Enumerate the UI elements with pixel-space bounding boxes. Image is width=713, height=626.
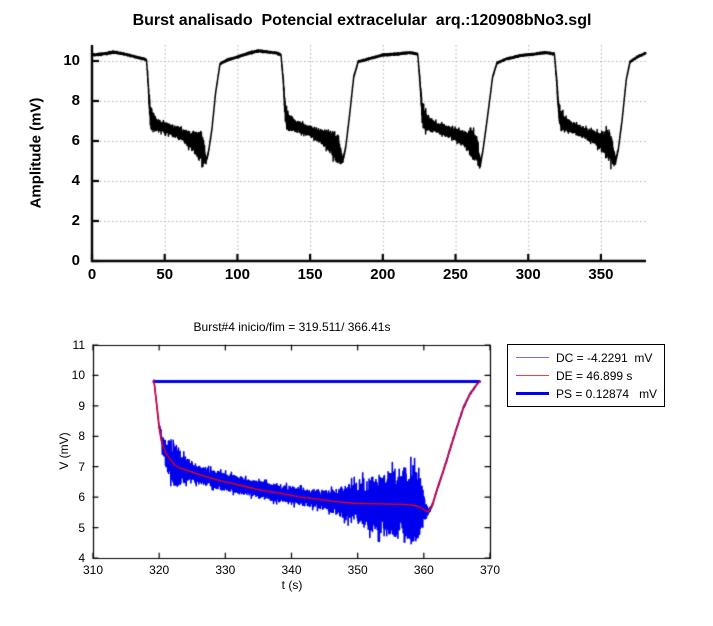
top-chart-title: Burst analisado Potencial extracelular a… bbox=[132, 12, 592, 29]
legend-line-sample-ps bbox=[516, 392, 549, 395]
bottom-chart-title: Burst#4 inicio/fim = 319.511/ 366.41s bbox=[193, 320, 391, 334]
legend-label-ps: PS = 0.12874 mV bbox=[556, 386, 658, 401]
bottom-chart-ylabel: V (mV) bbox=[57, 432, 71, 470]
legend-item-ps: PS = 0.12874 mV bbox=[516, 386, 658, 401]
legend-item-dc: DC = -4.2291 mV bbox=[516, 350, 658, 365]
top-chart-ylabel: Amplitude (mV) bbox=[27, 97, 45, 209]
legend-label-de: DE = 46.899 s bbox=[556, 368, 633, 383]
bottom-chart-xlabel: t (s) bbox=[281, 578, 303, 592]
legend-line-sample-de bbox=[516, 375, 549, 376]
legend-item-de: DE = 46.899 s bbox=[516, 368, 658, 383]
legend-label-dc: DC = -4.2291 mV bbox=[556, 350, 653, 365]
legend-line-sample-dc bbox=[516, 357, 549, 358]
legend: DC = -4.2291 mV DE = 46.899 s PS = 0.128… bbox=[507, 344, 665, 407]
